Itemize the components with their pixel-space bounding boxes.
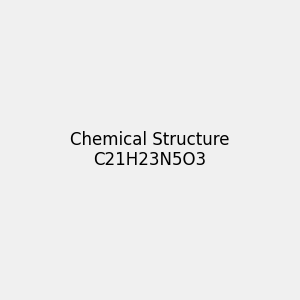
Text: Chemical Structure
C21H23N5O3: Chemical Structure C21H23N5O3 [70,130,230,170]
